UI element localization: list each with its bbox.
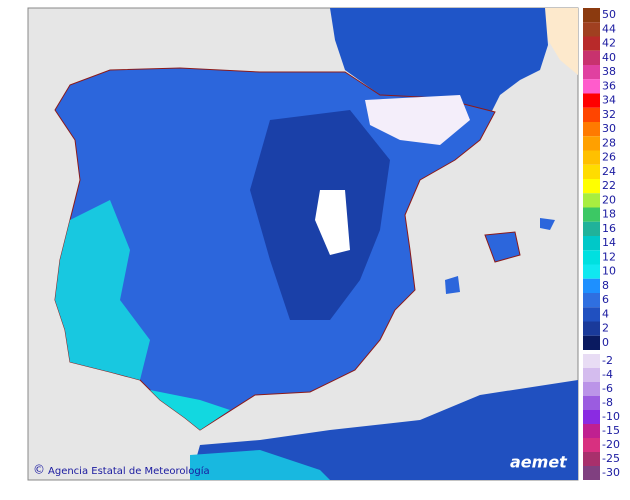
legend-swatch (583, 179, 600, 194)
mallorca (484, 231, 521, 263)
legend-label: 30 (602, 122, 616, 135)
legend-swatch (583, 321, 600, 336)
france (330, 8, 548, 115)
legend-label: 14 (602, 236, 616, 249)
pyrenees-snow (365, 95, 470, 145)
legend-swatch (583, 396, 600, 410)
cold-patch (315, 190, 350, 255)
legend-label: -20 (602, 438, 620, 451)
legend-swatch (583, 236, 600, 251)
legend-label: -6 (602, 382, 613, 395)
legend-swatch (583, 164, 600, 179)
legend-label: 0 (602, 336, 609, 349)
africa-coast (190, 450, 330, 480)
legend-label: 10 (602, 265, 616, 278)
legend-swatch (583, 354, 600, 368)
legend-swatch (583, 8, 600, 23)
legend-label: -4 (602, 368, 613, 381)
legend-label: 16 (602, 222, 616, 235)
legend-swatch (583, 107, 600, 122)
legend-swatch (583, 150, 600, 165)
legend-label: 28 (602, 136, 616, 149)
legend-swatch (583, 424, 600, 438)
legend-swatch (583, 307, 600, 322)
legend-label: 4 (602, 307, 609, 320)
legend-label: -25 (602, 452, 620, 465)
ibiza (445, 276, 460, 294)
legend-label: -10 (602, 410, 620, 423)
legend-swatch (583, 250, 600, 265)
legend-swatch (583, 93, 600, 108)
legend-swatch (583, 207, 600, 222)
south-coast (150, 390, 230, 430)
menorca (540, 218, 555, 230)
legend-swatch (583, 438, 600, 452)
alps-region (545, 8, 578, 75)
legend-swatch (583, 382, 600, 396)
legend-label: 32 (602, 108, 616, 121)
legend-label: 26 (602, 151, 616, 164)
legend-label: 44 (602, 22, 616, 35)
legend-swatch (583, 65, 600, 80)
legend-swatch (583, 22, 600, 37)
legend-label: -15 (602, 424, 620, 437)
legend-swatch (583, 264, 600, 279)
map (54, 8, 578, 480)
legend-swatch (583, 368, 600, 382)
legend-label: 6 (602, 293, 609, 306)
legend-swatch (583, 293, 600, 308)
legend-label: 20 (602, 193, 616, 206)
legend-label: 40 (602, 51, 616, 64)
legend-swatch (583, 50, 600, 65)
legend-swatch (583, 466, 600, 480)
legend-swatch (583, 221, 600, 236)
legend-swatch (583, 335, 600, 350)
legend-label: 8 (602, 279, 609, 292)
legend-label: 38 (602, 65, 616, 78)
legend-swatch (583, 36, 600, 51)
legend-swatch (583, 452, 600, 466)
legend-label: -30 (602, 466, 620, 479)
legend-swatch (583, 122, 600, 137)
legend-label: 2 (602, 322, 609, 335)
legend-label: -2 (602, 354, 613, 367)
africa (190, 380, 578, 480)
legend-label: 18 (602, 208, 616, 221)
legend-label: 24 (602, 165, 616, 178)
legend-swatch (583, 136, 600, 151)
legend-swatch (583, 193, 600, 208)
copyright: © (33, 463, 45, 477)
legend-label: 50 (602, 8, 616, 21)
legend-swatch (583, 410, 600, 424)
legend-swatch (583, 278, 600, 293)
legend-swatch (583, 79, 600, 94)
legend-label: 36 (602, 79, 616, 92)
legend-label: -8 (602, 396, 613, 409)
legend-label: 22 (602, 179, 616, 192)
portugal-coast (55, 200, 150, 380)
logo: aemet (510, 453, 568, 472)
legend-label: 42 (602, 37, 616, 50)
legend-label: 12 (602, 250, 616, 263)
legend-label: 34 (602, 94, 616, 107)
legend: 5044424038363432302826242220181614121086… (583, 8, 620, 480)
attribution: Agencia Estatal de Meteorología (48, 465, 210, 477)
